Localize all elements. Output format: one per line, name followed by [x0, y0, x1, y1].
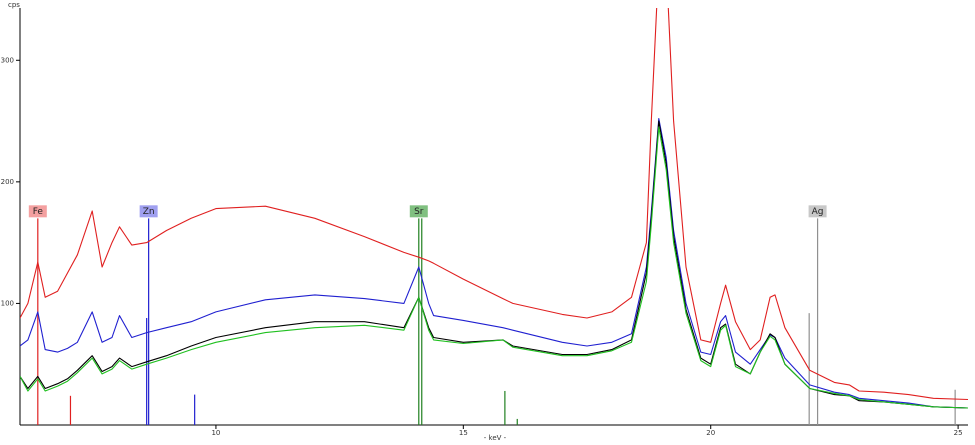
element-label-box [808, 205, 827, 218]
element-label: Fe [33, 207, 44, 217]
y-axis-label: cps [8, 1, 20, 9]
y-tick-label: 300 [1, 56, 14, 64]
element-label: Sr [414, 207, 424, 217]
spectrum-line [20, 120, 968, 409]
x-tick-label: 20 [706, 429, 715, 437]
x-axis-label: - keV - [484, 434, 507, 442]
x-tick-label: 25 [954, 429, 963, 437]
spectrum-line [20, 8, 968, 401]
element-label-box [28, 205, 47, 218]
y-tick-label: 200 [1, 178, 14, 186]
element-label-box [139, 205, 158, 218]
spectrum-line [20, 126, 968, 409]
element-label: Ag [812, 207, 824, 217]
x-tick-label: 10 [211, 429, 220, 437]
y-tick-label: 100 [1, 299, 14, 307]
element-label-box [409, 205, 428, 218]
element-label: Zn [143, 207, 155, 217]
plot-area: Fe Zn Sr Ag [20, 8, 968, 425]
x-tick-label: 15 [459, 429, 468, 437]
